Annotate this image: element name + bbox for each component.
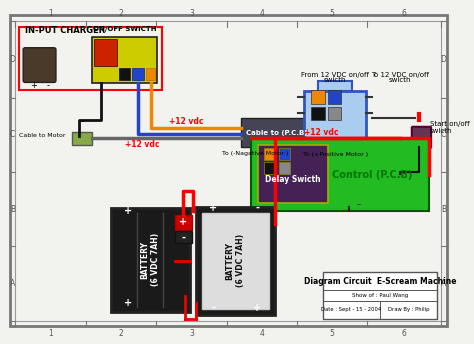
Bar <box>118 68 130 79</box>
Text: From 12 VDC on/off: From 12 VDC on/off <box>301 72 369 78</box>
Bar <box>93 39 117 66</box>
Text: C: C <box>441 130 446 140</box>
Bar <box>73 132 91 145</box>
Text: 4: 4 <box>259 329 264 338</box>
Text: Control (P.C.B): Control (P.C.B) <box>332 170 412 180</box>
Text: 1: 1 <box>48 329 53 338</box>
Text: -: - <box>357 199 361 209</box>
Bar <box>258 145 328 203</box>
Text: Show of : Paul Wang: Show of : Paul Wang <box>352 293 408 298</box>
Text: BATTERY
(6 VDC 7AH): BATTERY (6 VDC 7AH) <box>141 233 160 287</box>
Bar <box>279 148 290 160</box>
Text: A: A <box>10 279 15 288</box>
Text: +12 vdc: +12 vdc <box>125 140 160 149</box>
Bar <box>91 37 157 83</box>
Text: +12 vdc: +12 vdc <box>169 117 203 126</box>
Text: Start on/off
swicth: Start on/off swicth <box>430 121 470 134</box>
Bar <box>279 162 290 174</box>
Text: -: - <box>181 233 185 243</box>
Bar <box>323 272 437 319</box>
Text: 6: 6 <box>401 329 407 338</box>
Text: 1: 1 <box>48 9 53 18</box>
Text: Draw By : Philip: Draw By : Philip <box>388 307 429 312</box>
Text: C: C <box>10 130 15 140</box>
Text: +: + <box>30 81 37 90</box>
Text: 4: 4 <box>259 9 264 18</box>
Bar <box>174 231 192 244</box>
Bar <box>311 107 325 120</box>
Text: Date : Sept - 15 - 2004: Date : Sept - 15 - 2004 <box>321 307 382 312</box>
Text: -: - <box>81 116 84 126</box>
Text: B: B <box>441 205 446 214</box>
Text: To (-Nagative Motor ): To (-Nagative Motor ) <box>222 151 289 156</box>
Bar <box>241 118 313 147</box>
Bar <box>264 162 276 174</box>
Bar <box>328 107 341 120</box>
Text: 5: 5 <box>330 9 335 18</box>
Text: swicth: swicth <box>324 77 346 83</box>
Text: 6: 6 <box>401 9 407 18</box>
Text: +: + <box>124 298 132 308</box>
FancyBboxPatch shape <box>23 48 56 83</box>
Text: Cable to Motor: Cable to Motor <box>19 133 66 138</box>
Text: Delay Swicth: Delay Swicth <box>265 175 321 184</box>
Text: BATTERY
(6 VDC 7AH): BATTERY (6 VDC 7AH) <box>226 234 245 287</box>
Text: 3: 3 <box>189 9 194 18</box>
Bar <box>196 207 275 315</box>
Text: D: D <box>9 55 16 64</box>
Bar <box>264 148 276 160</box>
Text: swicth: swicth <box>389 77 411 83</box>
Text: Diagram Circuit  E-Scream Machine: Diagram Circuit E-Scream Machine <box>304 277 456 286</box>
Bar <box>174 215 192 230</box>
Bar <box>311 90 325 104</box>
Text: +: + <box>179 217 187 227</box>
Text: Cable to (P.C.B): Cable to (P.C.B) <box>246 130 308 136</box>
Bar <box>328 90 341 104</box>
Text: To 12 VDC on/off: To 12 VDC on/off <box>371 72 429 78</box>
Bar <box>146 68 155 79</box>
Text: +: + <box>124 206 132 216</box>
Text: 2: 2 <box>118 329 123 338</box>
Bar <box>19 28 162 90</box>
Text: D: D <box>441 55 447 64</box>
Text: -: - <box>211 303 215 313</box>
Bar <box>304 91 366 147</box>
Text: IN-PUT CHARGER: IN-PUT CHARGER <box>26 26 106 35</box>
Text: +: + <box>209 203 217 213</box>
Bar <box>201 213 269 309</box>
Text: 5: 5 <box>330 329 335 338</box>
Text: -: - <box>47 81 50 90</box>
Text: +12 vdc: +12 vdc <box>304 128 338 137</box>
Text: -: - <box>255 203 259 213</box>
Text: +: + <box>254 303 262 313</box>
Text: 3: 3 <box>189 329 194 338</box>
Text: A: A <box>441 279 446 288</box>
Bar <box>251 138 429 211</box>
Text: B: B <box>10 205 15 214</box>
Bar <box>318 82 352 91</box>
Bar <box>132 68 144 79</box>
Bar <box>111 208 190 312</box>
Text: 2: 2 <box>118 9 123 18</box>
Text: To (+Positive Motor ): To (+Positive Motor ) <box>302 152 368 157</box>
Text: ON/OFF SWICTH: ON/OFF SWICTH <box>92 26 156 32</box>
FancyBboxPatch shape <box>412 127 431 148</box>
